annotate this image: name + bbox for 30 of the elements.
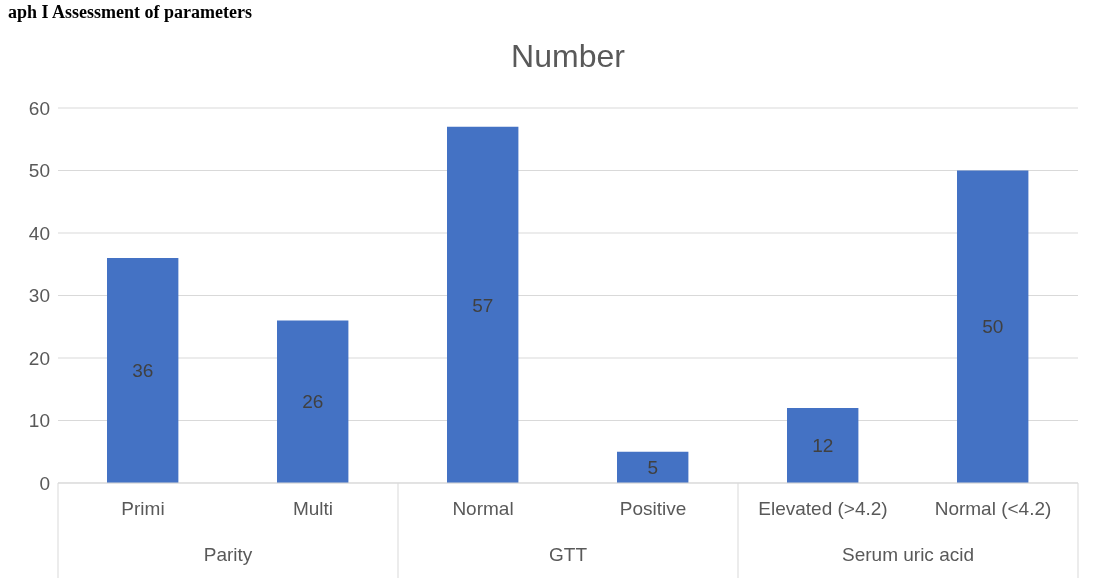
y-tick-label: 40 <box>28 222 50 244</box>
y-tick-label: 50 <box>28 160 50 182</box>
bar <box>787 408 859 483</box>
data-label: 57 <box>472 294 494 316</box>
y-tick-label: 60 <box>28 97 50 119</box>
bar <box>107 258 179 483</box>
text: GTT <box>549 544 588 565</box>
x-tick-label: Normal <box>452 498 514 519</box>
y-tick-label: 20 <box>28 347 50 369</box>
y-tick-label: 30 <box>28 285 50 307</box>
y-tick-label: 0 <box>39 472 50 494</box>
text: Serum uric acid <box>842 544 974 565</box>
y-tick-label: 10 <box>28 410 50 432</box>
bar <box>957 170 1029 483</box>
bar <box>447 126 519 483</box>
data-label: 5 <box>647 457 658 479</box>
bar <box>277 320 349 483</box>
chart-subtitle: Number <box>510 38 626 75</box>
text: Parity <box>203 544 253 565</box>
x-tick-label: Normal (<4.2) <box>934 498 1052 519</box>
chart-title: aph I Assessment of parameters <box>8 2 252 23</box>
x-tick-label: Elevated (>4.2) <box>758 498 888 519</box>
bar <box>617 451 689 483</box>
x-tick-label: Positive <box>619 498 687 519</box>
x-tick-label: Primi <box>121 498 165 519</box>
data-label: 50 <box>982 316 1004 338</box>
x-tick-label: Multi <box>292 498 334 519</box>
data-label: 12 <box>812 435 834 457</box>
data-label: 26 <box>302 391 324 413</box>
data-label: 36 <box>132 360 154 382</box>
